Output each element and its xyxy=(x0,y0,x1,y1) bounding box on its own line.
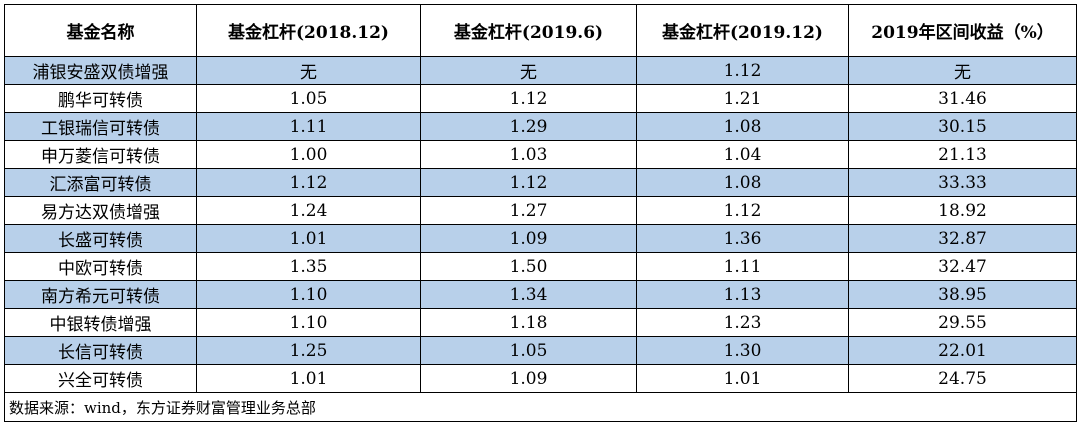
table-row: 南方希元可转债 1.10 1.34 1.13 38.95 xyxy=(4,280,1077,309)
value-cell: 31.46 xyxy=(848,84,1077,113)
table-row: 中欧可转债 1.35 1.50 1.11 32.47 xyxy=(4,252,1077,281)
value-cell: 1.27 xyxy=(420,196,637,225)
value-cell: 1.30 xyxy=(636,336,849,365)
value-cell: 1.34 xyxy=(420,280,637,309)
value-cell: 1.50 xyxy=(420,252,637,281)
value-cell: 1.21 xyxy=(636,84,849,113)
value-cell: 32.87 xyxy=(848,224,1077,253)
table-row: 中银转债增强 1.10 1.18 1.23 29.55 xyxy=(4,308,1077,337)
value-cell: 1.35 xyxy=(196,252,421,281)
value-cell: 32.47 xyxy=(848,252,1077,281)
fund-name-cell: 汇添富可转债 xyxy=(4,168,197,197)
value-cell: 无 xyxy=(848,56,1077,85)
value-cell: 1.09 xyxy=(420,364,637,393)
table-row: 易方达双债增强 1.24 1.27 1.12 18.92 xyxy=(4,196,1077,225)
value-cell: 无 xyxy=(196,56,421,85)
value-cell: 1.11 xyxy=(196,112,421,141)
table-row: 浦银安盛双债增强无无 1.12 无 xyxy=(4,56,1077,85)
value-cell: 33.33 xyxy=(848,168,1077,197)
table-row: 鹏华可转债 1.05 1.12 1.21 31.46 xyxy=(4,84,1077,113)
header-row: 基金名称 基金杠杆(2018.12) 基金杠杆(2019.6) 基金杠杆(2019.1… xyxy=(4,4,1077,57)
value-cell: 1.03 xyxy=(420,140,637,169)
value-cell: 1.04 xyxy=(636,140,849,169)
fund-name-cell: 南方希元可转债 xyxy=(4,280,197,309)
value-cell: 1.29 xyxy=(420,112,637,141)
value-cell: 38.95 xyxy=(848,280,1077,309)
value-cell: 1.24 xyxy=(196,196,421,225)
value-cell: 1.08 xyxy=(636,168,849,197)
value-cell: 30.15 xyxy=(848,112,1077,141)
fund-name-cell: 中银转债增强 xyxy=(4,308,197,337)
value-cell: 1.23 xyxy=(636,308,849,337)
fund-name-cell: 浦银安盛双债增强 xyxy=(4,56,197,85)
value-cell: 21.13 xyxy=(848,140,1077,169)
value-cell: 1.05 xyxy=(196,84,421,113)
table-row: 工银瑞信可转债 1.11 1.29 1.08 30.15 xyxy=(4,112,1077,141)
value-cell: 1.09 xyxy=(420,224,637,253)
value-cell: 1.36 xyxy=(636,224,849,253)
value-cell: 1.12 xyxy=(636,56,849,85)
value-cell: 无 xyxy=(420,56,637,85)
fund-name-cell: 易方达双债增强 xyxy=(4,196,197,225)
value-cell: 1.12 xyxy=(420,168,637,197)
value-cell: 1.12 xyxy=(196,168,421,197)
fund-name-cell: 长信可转债 xyxy=(4,336,197,365)
value-cell: 1.12 xyxy=(636,196,849,225)
value-cell: 22.01 xyxy=(848,336,1077,365)
value-cell: 29.55 xyxy=(848,308,1077,337)
source-row: 数据来源：wind，东方证券财富管理业务总部 xyxy=(4,392,1077,422)
header-cell: 基金杠杆(2019.12) xyxy=(636,4,849,57)
fund-name-cell: 工银瑞信可转债 xyxy=(4,112,197,141)
fund-name-cell: 兴全可转债 xyxy=(4,364,197,393)
header-cell: 基金杠杆(2018.12) xyxy=(196,4,421,57)
value-cell: 1.05 xyxy=(420,336,637,365)
table-row: 兴全可转债 1.01 1.09 1.01 24.75 xyxy=(4,364,1077,393)
value-cell: 1.13 xyxy=(636,280,849,309)
fund-table: 基金名称 基金杠杆(2018.12) 基金杠杆(2019.6) 基金杠杆(2019.1… xyxy=(4,4,1077,422)
value-cell: 1.25 xyxy=(196,336,421,365)
table-row: 汇添富可转债 1.12 1.12 1.08 33.33 xyxy=(4,168,1077,197)
fund-name-cell: 鹏华可转债 xyxy=(4,84,197,113)
value-cell: 1.11 xyxy=(636,252,849,281)
table-row: 长盛可转债 1.01 1.09 1.36 32.87 xyxy=(4,224,1077,253)
fund-name-cell: 中欧可转债 xyxy=(4,252,197,281)
value-cell: 1.01 xyxy=(196,224,421,253)
header-cell: 基金杠杆(2019.6) xyxy=(420,4,637,57)
source-note: 数据来源：wind，东方证券财富管理业务总部 xyxy=(4,392,1077,422)
value-cell: 1.10 xyxy=(196,308,421,337)
table-row: 申万菱信可转债 1.00 1.03 1.04 21.13 xyxy=(4,140,1077,169)
value-cell: 1.01 xyxy=(636,364,849,393)
table-row: 长信可转债 1.25 1.05 1.30 22.01 xyxy=(4,336,1077,365)
value-cell: 1.10 xyxy=(196,280,421,309)
fund-name-cell: 长盛可转债 xyxy=(4,224,197,253)
header-cell: 基金名称 xyxy=(4,4,197,57)
value-cell: 1.00 xyxy=(196,140,421,169)
fund-name-cell: 申万菱信可转债 xyxy=(4,140,197,169)
value-cell: 1.08 xyxy=(636,112,849,141)
value-cell: 18.92 xyxy=(848,196,1077,225)
value-cell: 1.12 xyxy=(420,84,637,113)
value-cell: 1.18 xyxy=(420,308,637,337)
value-cell: 1.01 xyxy=(196,364,421,393)
header-cell: 2019年区间收益（%） xyxy=(848,4,1077,57)
value-cell: 24.75 xyxy=(848,364,1077,393)
